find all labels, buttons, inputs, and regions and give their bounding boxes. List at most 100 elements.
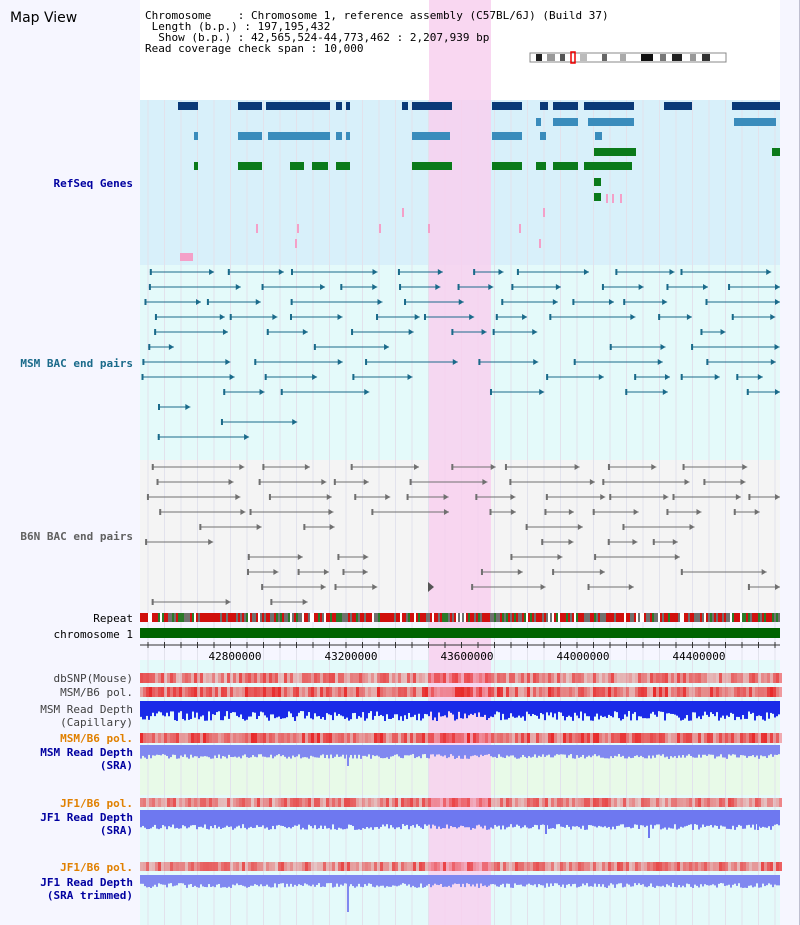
msm-capillary-depth-bar [310,701,312,719]
msm-sra-depth-bar [586,745,588,757]
label-refseq-genes[interactable]: RefSeq Genes [53,177,133,190]
repeat-segment [330,613,332,622]
jf1-b6-pol-cell [713,798,716,807]
msm-sra-depth-bar [220,745,222,759]
repeat-segment [504,613,506,622]
msm-capillary-depth-bar [524,701,526,721]
jf1-trimmed-depth-bar [666,875,668,885]
jf1-b6-pol-cell [608,798,611,807]
msm-b6-pol-2-cell [269,733,272,743]
msm-b6-pol-cell [215,687,218,697]
dbsnp-cell [779,673,782,683]
msm-sra-depth-bar [698,745,700,755]
msm-capillary-depth-bar [212,701,214,715]
repeat-segment [640,613,642,622]
msm-sra-depth-bar [424,745,426,755]
msm-capillary-depth-bar [500,701,502,721]
repeat-segment [732,613,734,622]
jf1-sra-depth-bar [144,810,146,828]
dbsnp-cell [200,673,203,683]
msm-b6-pol-2-cell [485,733,488,743]
jf1-trimmed-depth-bar [422,875,424,888]
msm-sra-depth-bar [776,745,778,755]
jf1-trimmed-depth-bar [356,875,358,887]
b6n-bac-pair-end [651,464,657,470]
dbsnp-cell [362,673,365,683]
repeat-segment [462,613,464,622]
msm-capillary-depth-bar [728,701,730,717]
msm-sra-depth-bar [268,745,270,758]
dbsnp-cell [158,673,161,683]
msm-b6-pol-2-cell [584,733,587,743]
msm-sra-depth-bar [746,745,748,758]
msm-b6-pol-cell [224,687,227,697]
jf1-trimmed-depth-bar [368,875,370,884]
msm-capillary-depth-bar [226,701,228,712]
jf1-trimmed-depth-bar [668,875,670,886]
repeat-segment [452,613,454,622]
msm-sra-depth-bar [614,745,616,756]
jf1-b6-pol-2-cell [623,862,626,871]
repeat-segment [728,613,730,622]
ideogram-band [602,54,607,61]
msm-sra-depth-bar [182,745,184,757]
msm-b6-pol-2-cell [236,733,239,743]
msm-capillary-depth-bar [152,701,154,713]
dbsnp-cell [179,673,182,683]
msm-sra-depth-bar [582,745,584,755]
jf1-b6-pol-cell [674,798,677,807]
msm-capillary-depth-bar [740,701,742,720]
jf1-trimmed-depth-bar [168,875,170,884]
msm-sra-depth-bar [768,745,770,756]
msm-bac-pair-end [312,374,318,380]
repeat-segment [314,613,316,622]
msm-sra-depth-bar [732,745,734,755]
jf1-sra-depth-bar [490,810,492,828]
jf1-b6-pol-2-cell [587,862,590,871]
msm-b6-pol-2-cell [668,733,671,743]
label-b6n-bac-end-pairs[interactable]: B6N BAC end pairs [20,530,133,543]
jf1-b6-pol-2-cell [302,862,305,871]
jf1-trimmed-depth-bar [772,875,774,888]
jf1-b6-pol-2-cell [314,862,317,871]
msm-capillary-depth-bar [706,701,708,715]
msm-b6-pol-cell [545,687,548,697]
jf1-b6-pol-cell [767,798,770,807]
msm-b6-pol-cell [569,687,572,697]
msm-b6-pol-2-cell [272,733,275,743]
msm-sra-depth-bar [466,745,468,759]
jf1-sra-depth-bar [190,810,192,826]
dbsnp-cell [206,673,209,683]
msm-capillary-depth-bar [602,701,604,718]
jf1-sra-depth-bar [770,810,772,830]
jf1-trimmed-depth-bar [520,875,522,885]
msm-capillary-depth-bar [312,701,314,720]
msm-b6-pol-cell [563,687,566,697]
jf1-b6-pol-2-cell [584,862,587,871]
dbsnp-cell [416,673,419,683]
msm-sra-depth-bar [264,745,266,757]
dbsnp-cell [233,673,236,683]
msm-b6-pol-2-cell [719,733,722,743]
msm-sra-depth-bar [294,745,296,758]
jf1-b6-pol-cell [305,798,308,807]
jf1-b6-pol-cell [458,798,461,807]
jf1-b6-pol-cell [485,798,488,807]
jf1-b6-pol-cell [557,798,560,807]
msm-bac-pair-end [731,314,734,320]
jf1-trimmed-depth-bar [632,875,634,887]
jf1-trimmed-depth-bar [322,875,324,887]
msm-capillary-depth-bar [416,701,418,721]
repeat-segment [204,613,206,622]
msm-b6-pol-2-cell [203,733,206,743]
jf1-b6-pol-2-cell [200,862,203,871]
label-msm-bac-end-pairs[interactable]: MSM BAC end pairs [20,357,133,370]
msm-b6-pol-2-cell [659,733,662,743]
jf1-b6-pol-2-cell [254,862,257,871]
msm-capillary-depth-bar [590,701,592,721]
jf1-trimmed-depth-bar [154,875,156,885]
jf1-b6-pol-2-cell [494,862,497,871]
jf1-sra-depth-bar [148,810,150,830]
msm-b6-pol-cell [674,687,677,697]
